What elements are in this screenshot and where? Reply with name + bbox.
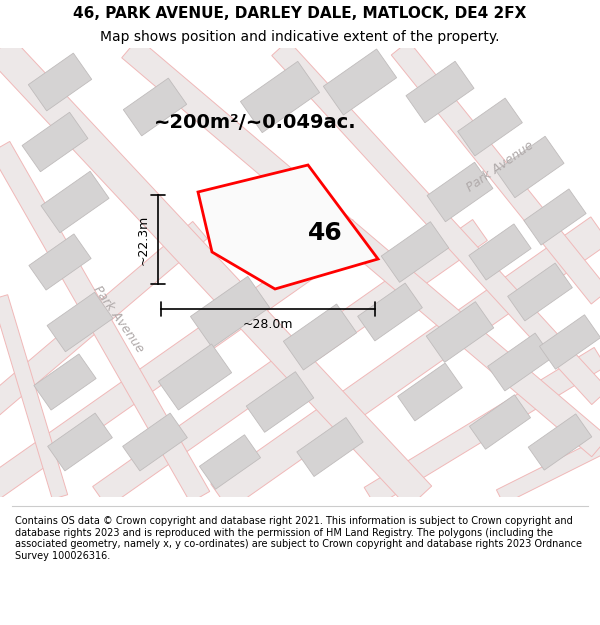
Text: Park Avenue: Park Avenue (90, 283, 146, 355)
Text: Park Avenue: Park Avenue (464, 139, 536, 195)
Polygon shape (34, 354, 96, 410)
Polygon shape (0, 295, 68, 499)
Polygon shape (246, 372, 314, 432)
Polygon shape (198, 165, 378, 289)
Polygon shape (426, 302, 494, 362)
Polygon shape (458, 98, 523, 156)
Polygon shape (29, 234, 91, 290)
Polygon shape (323, 49, 397, 115)
Polygon shape (211, 217, 600, 510)
Polygon shape (22, 112, 88, 172)
Polygon shape (469, 395, 530, 449)
Polygon shape (297, 418, 363, 476)
Polygon shape (364, 348, 600, 507)
Polygon shape (41, 171, 109, 232)
Polygon shape (488, 333, 553, 391)
Text: ~28.0m: ~28.0m (243, 319, 293, 331)
Polygon shape (122, 38, 600, 457)
Polygon shape (28, 53, 92, 111)
Polygon shape (283, 304, 356, 370)
Polygon shape (0, 37, 431, 508)
Polygon shape (158, 344, 232, 410)
Polygon shape (427, 162, 493, 222)
Polygon shape (524, 189, 586, 245)
Polygon shape (358, 283, 422, 341)
Polygon shape (92, 219, 487, 508)
Polygon shape (0, 221, 207, 426)
Polygon shape (496, 136, 564, 198)
Polygon shape (381, 222, 449, 282)
Polygon shape (539, 315, 600, 369)
Text: 46: 46 (308, 221, 343, 244)
Polygon shape (0, 219, 367, 508)
Polygon shape (122, 413, 187, 471)
Polygon shape (0, 141, 210, 503)
Polygon shape (508, 263, 572, 321)
Polygon shape (190, 276, 269, 348)
Polygon shape (391, 41, 600, 304)
Text: Contains OS data © Crown copyright and database right 2021. This information is : Contains OS data © Crown copyright and d… (15, 516, 582, 561)
Polygon shape (47, 413, 112, 471)
Text: 46, PARK AVENUE, DARLEY DALE, MATLOCK, DE4 2FX: 46, PARK AVENUE, DARLEY DALE, MATLOCK, D… (73, 6, 527, 21)
Text: ~22.3m: ~22.3m (137, 214, 149, 264)
Polygon shape (528, 414, 592, 470)
Polygon shape (496, 440, 600, 504)
Polygon shape (469, 224, 531, 280)
Polygon shape (272, 41, 600, 404)
Polygon shape (123, 78, 187, 136)
Polygon shape (406, 61, 474, 122)
Text: ~200m²/~0.049ac.: ~200m²/~0.049ac. (154, 112, 356, 131)
Polygon shape (241, 61, 320, 132)
Polygon shape (398, 363, 463, 421)
Polygon shape (199, 435, 260, 489)
Text: Map shows position and indicative extent of the property.: Map shows position and indicative extent… (100, 31, 500, 44)
Polygon shape (47, 292, 113, 352)
